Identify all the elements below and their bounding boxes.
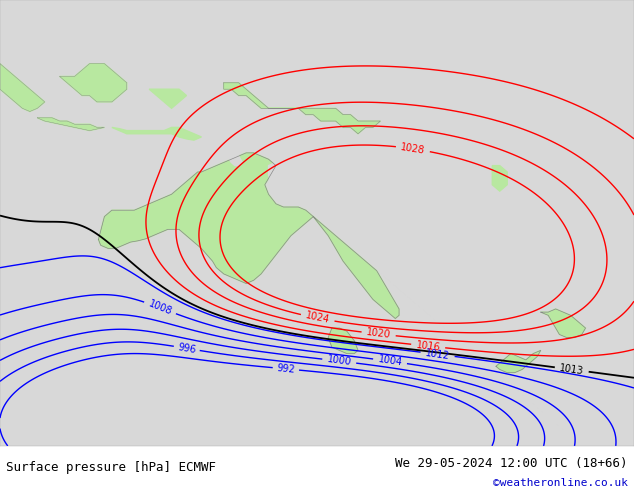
Text: ©weatheronline.co.uk: ©weatheronline.co.uk xyxy=(493,478,628,488)
Text: 1012: 1012 xyxy=(425,347,451,361)
Text: 1013: 1013 xyxy=(559,363,585,376)
Polygon shape xyxy=(541,309,586,338)
Polygon shape xyxy=(224,83,380,134)
Polygon shape xyxy=(37,118,105,131)
Text: 1004: 1004 xyxy=(377,354,403,368)
Text: 1008: 1008 xyxy=(147,298,173,317)
Text: 1016: 1016 xyxy=(415,340,441,352)
Polygon shape xyxy=(112,127,202,140)
Text: 1028: 1028 xyxy=(400,142,426,156)
Polygon shape xyxy=(60,64,127,102)
Text: 1000: 1000 xyxy=(327,355,352,368)
Polygon shape xyxy=(328,328,358,354)
Text: 996: 996 xyxy=(177,342,197,355)
Text: We 29-05-2024 12:00 UTC (18+66): We 29-05-2024 12:00 UTC (18+66) xyxy=(395,457,628,469)
Text: 992: 992 xyxy=(276,363,295,375)
Text: 1020: 1020 xyxy=(366,327,391,341)
Polygon shape xyxy=(496,350,541,373)
Polygon shape xyxy=(492,166,507,191)
Polygon shape xyxy=(269,163,299,195)
Polygon shape xyxy=(220,147,242,166)
Polygon shape xyxy=(98,153,399,318)
Polygon shape xyxy=(0,64,45,112)
Text: 1024: 1024 xyxy=(304,311,331,325)
Polygon shape xyxy=(149,89,186,108)
Text: Surface pressure [hPa] ECMWF: Surface pressure [hPa] ECMWF xyxy=(6,462,216,474)
